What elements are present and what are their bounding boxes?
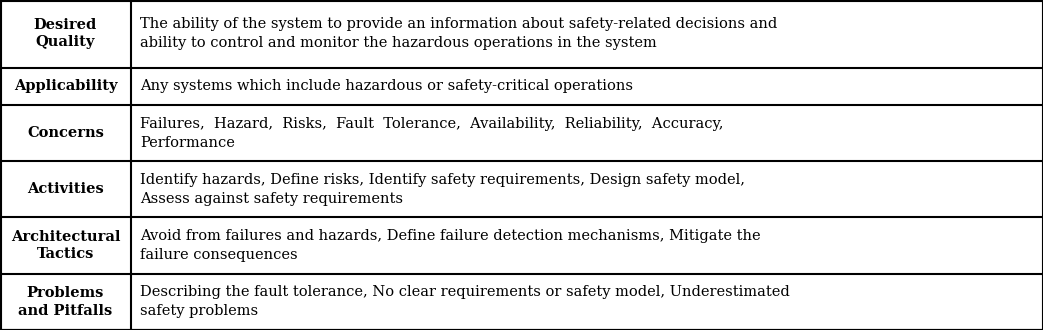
- Text: Problems
and Pitfalls: Problems and Pitfalls: [19, 286, 113, 317]
- Text: Concerns: Concerns: [27, 126, 104, 140]
- Text: Identify hazards, Define risks, Identify safety requirements, Design safety mode: Identify hazards, Define risks, Identify…: [140, 173, 746, 206]
- Text: Any systems which include hazardous or safety-critical operations: Any systems which include hazardous or s…: [140, 79, 633, 93]
- Text: Describing the fault tolerance, No clear requirements or safety model, Underesti: Describing the fault tolerance, No clear…: [140, 285, 790, 318]
- Text: Failures,  Hazard,  Risks,  Fault  Tolerance,  Availability,  Reliability,  Accu: Failures, Hazard, Risks, Fault Tolerance…: [140, 116, 724, 149]
- Text: Applicability: Applicability: [14, 79, 117, 93]
- Text: Desired
Quality: Desired Quality: [33, 18, 97, 50]
- Text: Activities: Activities: [27, 182, 104, 196]
- Text: Architectural
Tactics: Architectural Tactics: [10, 230, 120, 261]
- Text: Avoid from failures and hazards, Define failure detection mechanisms, Mitigate t: Avoid from failures and hazards, Define …: [140, 229, 761, 262]
- Text: The ability of the system to provide an information about safety-related decisio: The ability of the system to provide an …: [140, 17, 777, 50]
